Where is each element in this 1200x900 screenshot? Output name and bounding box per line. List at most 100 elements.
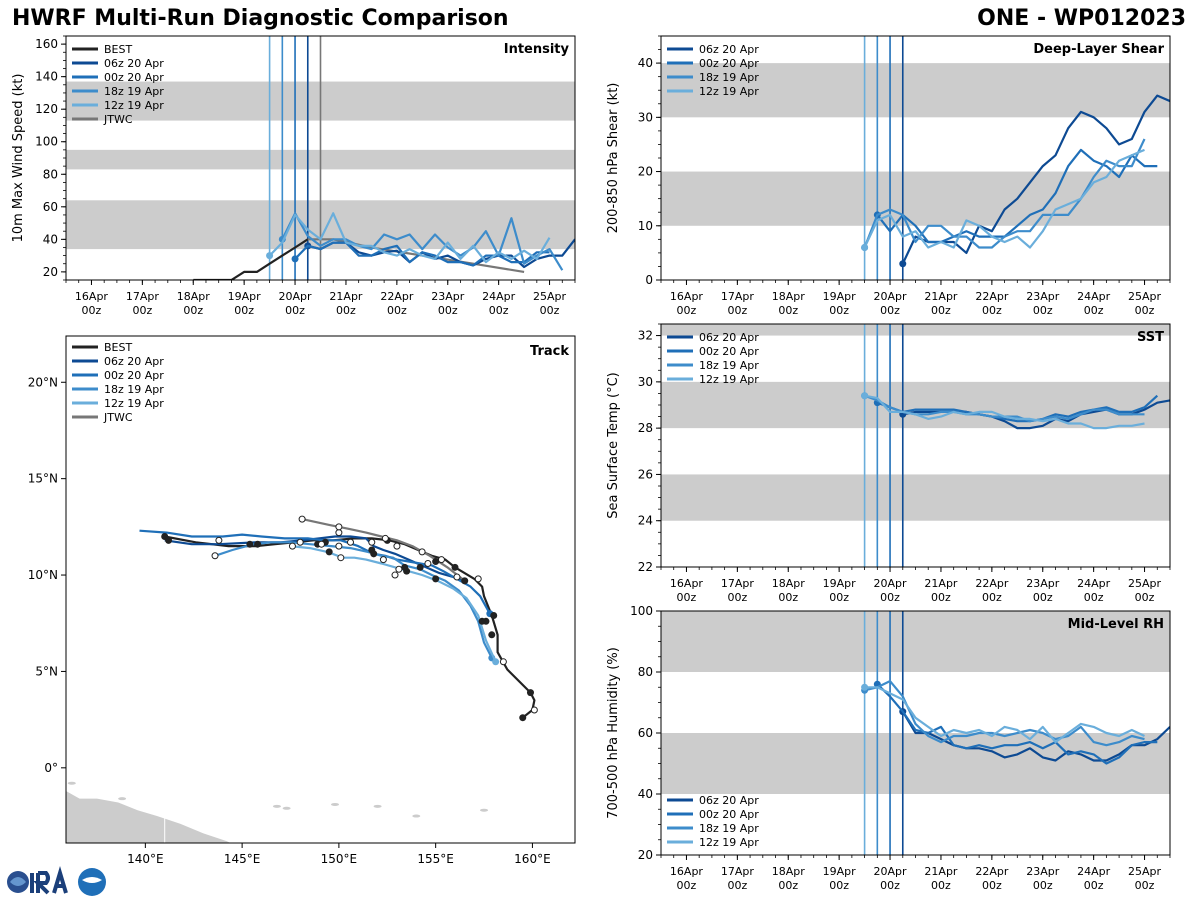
shear-xtick-label: 25Apr [1128,290,1162,303]
track-marker-filled [432,575,440,583]
rh-title: Mid-Level RH [1068,617,1164,632]
rh-series-line [864,679,1145,747]
track-xtick-label: 160°E [514,852,551,866]
intensity-legend-label: 00z 20 Apr [104,71,164,84]
rh-series-start-point [861,683,869,691]
rh-ytick-label: 60 [638,726,653,740]
sst-xtick-label: 00z [727,591,747,604]
sst-ytick-label: 22 [638,560,653,574]
intensity-series-line [294,241,550,267]
rh-ylabel: 700-500 hPa Humidity (%) [606,647,621,819]
track-marker-open [424,559,432,567]
intensity-xtick-label: 23Apr [431,290,465,303]
shear-band [661,63,1170,118]
intensity-series-line [193,238,309,280]
intensity-xtick-label: 00z [387,304,407,317]
rh-xtick-label: 19Apr [823,865,857,878]
track-legend-label: 12z 19 Apr [104,397,164,410]
rh-ytick-label: 20 [638,848,653,862]
track-xtick-label: 145°E [224,852,261,866]
track-xtick-label: 155°E [417,852,454,866]
track-marker-open [453,573,461,581]
track-ytick-label: 15°N [28,472,58,486]
land-island [480,808,489,812]
shear-legend-label: 12z 19 Apr [699,85,759,98]
rh-xtick-label: 25Apr [1128,865,1162,878]
sst-xtick-label: 00z [829,591,849,604]
intensity-xtick-label: 00z [285,304,305,317]
intensity-xtick-label: 00z [82,304,102,317]
sst-xtick-label: 21Apr [924,577,958,590]
shear-xtick-label: 00z [778,304,798,317]
shear-xtick-label: 00z [829,304,849,317]
shear-series-line [876,148,1158,244]
rh-xtick-label: 16Apr [670,865,704,878]
rh-xtick-label: 24Apr [1077,865,1111,878]
track-legend-label: 06z 20 Apr [104,355,164,368]
rh-xtick-label: 00z [1033,879,1053,892]
track-xtick-label: 150°E [321,852,358,866]
track-marker-filled [370,550,378,558]
shear-xtick-label: 00z [1033,304,1053,317]
track-marker-open [215,536,223,544]
sst-series-group [861,392,1170,430]
sst-xtick-label: 22Apr [975,577,1009,590]
intensity-series-group [193,212,575,280]
sst-ytick-label: 28 [638,421,653,435]
intensity-xtick-label: 00z [132,304,152,317]
track-title: Track [530,344,569,359]
intensity-series-line [281,212,564,271]
rh-ytick-label: 100 [630,604,653,618]
track-marker-open [346,538,354,546]
track-legend-label: 18z 19 Apr [104,383,164,396]
sst-xtick-label: 00z [1033,591,1053,604]
rh-xtick-label: 00z [1135,879,1155,892]
track-marker-filled [461,577,469,585]
sst-xtick-label: 00z [931,591,951,604]
sst-series-start-point [861,392,869,400]
cira-logo-cloud [82,877,102,883]
shear-series-group [861,94,1170,268]
track-map-group [66,515,538,843]
intensity-series-start-point [291,255,299,263]
intensity-ytick-label: 80 [43,167,58,181]
track-legend-label: JTWC [103,411,133,424]
intensity-xtick-label: 00z [489,304,509,317]
sst-legend-label: 06z 20 Apr [699,331,759,344]
track-marker-open [368,538,376,546]
track-marker-open [474,575,482,583]
track-frame [65,335,576,844]
sst-xtick-label: 00z [677,591,697,604]
sst-xtick-label: 18Apr [772,577,806,590]
intensity-xtick-label: 22Apr [380,290,414,303]
intensity-xtick-label: 17Apr [126,290,160,303]
track-marker-open [393,542,401,550]
sst-ytick-label: 32 [638,329,653,343]
rh-xtick-label: 00z [931,879,951,892]
rh-legend-label: 00z 20 Apr [699,808,759,821]
sst-legend-label: 00z 20 Apr [699,345,759,358]
shear-xtick-label: 19Apr [823,290,857,303]
track-marker-open [418,548,426,556]
shear-xtick-label: 24Apr [1077,290,1111,303]
rh-legend-label: 06z 20 Apr [699,794,759,807]
sst-ytick-label: 30 [638,375,653,389]
track-legend-label: 00z 20 Apr [104,369,164,382]
land-new-guinea [66,790,231,843]
track-marker-open [530,706,538,714]
track-marker-open [437,556,445,564]
intensity-legend-label: 06z 20 Apr [104,57,164,70]
sst-ytick-label: 26 [638,467,653,481]
sst-xtick-label: 16Apr [670,577,704,590]
shear-xtick-label: 00z [677,304,697,317]
sst-series-line [864,394,1145,430]
sst-xtick-label: 00z [1084,591,1104,604]
shear-legend-label: 18z 19 Apr [699,71,759,84]
rh-ytick-label: 40 [638,787,653,801]
intensity-xtick-label: 00z [438,304,458,317]
track-ytick-label: 5°N [35,664,58,678]
sst-band [661,324,1170,336]
rh-xtick-label: 17Apr [721,865,755,878]
intensity-ylabel: 10m Max Wind Speed (kt) [11,74,26,243]
